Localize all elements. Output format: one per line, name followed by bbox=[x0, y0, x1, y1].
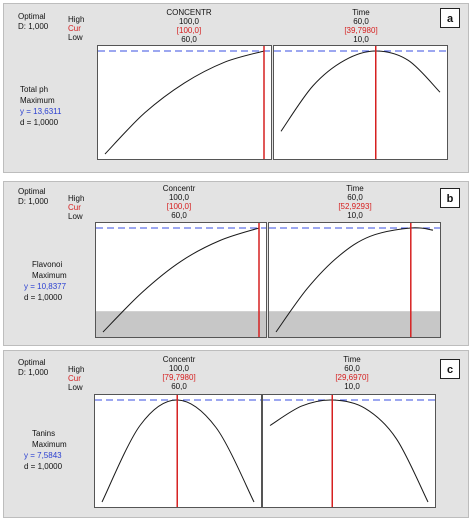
overall-desirability: D: 1,000 bbox=[18, 197, 49, 206]
response-curve bbox=[102, 227, 260, 333]
factor-current: [39,7980] bbox=[344, 26, 378, 35]
factor-name: Concentr bbox=[162, 355, 196, 364]
factor-high: 100,0 bbox=[168, 193, 190, 202]
individual-desirability: d = 1,0000 bbox=[24, 293, 63, 302]
predicted-response: y = 10,8377 bbox=[24, 282, 67, 291]
cur-label: Cur bbox=[68, 374, 81, 383]
response-name: Tanins bbox=[32, 429, 56, 438]
high-label: High bbox=[68, 365, 85, 374]
plot-frame bbox=[97, 45, 272, 160]
optimal-label: Optimal bbox=[18, 358, 46, 367]
response-curve bbox=[280, 50, 441, 132]
panel-badge: c bbox=[440, 359, 460, 379]
factor-low: 60,0 bbox=[171, 211, 187, 220]
plot-total-ph-concentr bbox=[97, 45, 272, 160]
plot-flavonoi-time bbox=[268, 222, 441, 338]
response-goal: Maximum bbox=[20, 96, 55, 105]
factor-name: CONCENTR bbox=[166, 8, 212, 17]
panel-badge: b bbox=[440, 188, 460, 208]
response-name: Total ph bbox=[20, 85, 49, 94]
high-label: High bbox=[68, 15, 85, 24]
response-goal: Maximum bbox=[32, 440, 67, 449]
factor-low: 60,0 bbox=[171, 382, 187, 391]
low-label: Low bbox=[68, 33, 83, 42]
factor-current: [29,6970] bbox=[335, 373, 369, 382]
response-curve bbox=[269, 399, 429, 503]
cur-label: Cur bbox=[68, 203, 81, 212]
optimal-label: Optimal bbox=[18, 12, 46, 21]
low-label: Low bbox=[68, 212, 83, 221]
high-label: High bbox=[68, 194, 85, 203]
response-curve bbox=[104, 50, 265, 155]
factor-name: Time bbox=[343, 355, 361, 364]
shaded-region bbox=[269, 311, 440, 337]
low-label: Low bbox=[68, 383, 83, 392]
factor-low: 60,0 bbox=[181, 35, 197, 44]
factor-high: 60,0 bbox=[347, 193, 363, 202]
plot-tanins-concentr bbox=[94, 394, 262, 508]
factor-high: 100,0 bbox=[178, 17, 200, 26]
factor-low: 10,0 bbox=[344, 382, 360, 391]
response-name: Flavonoi bbox=[32, 260, 63, 269]
factor-high: 60,0 bbox=[344, 364, 360, 373]
plot-frame bbox=[262, 394, 436, 508]
factor-current: [79,7980] bbox=[162, 373, 196, 382]
factor-high: 60,0 bbox=[353, 17, 369, 26]
predicted-response: y = 13,6311 bbox=[20, 107, 62, 116]
plot-total-ph-time bbox=[273, 45, 448, 160]
response-goal: Maximum bbox=[32, 271, 67, 280]
panel-badge: a bbox=[440, 8, 460, 28]
factor-name: Time bbox=[346, 184, 364, 193]
factor-low: 10,0 bbox=[347, 211, 363, 220]
factor-name: Time bbox=[352, 8, 370, 17]
plot-frame bbox=[94, 394, 262, 508]
factor-current: [100,0] bbox=[166, 202, 192, 211]
individual-desirability: d = 1,0000 bbox=[24, 462, 63, 471]
overall-desirability: D: 1,000 bbox=[18, 22, 49, 31]
factor-high: 100,0 bbox=[168, 364, 190, 373]
factor-current: [100,0] bbox=[176, 26, 202, 35]
optimal-label: Optimal bbox=[18, 187, 46, 196]
cur-label: Cur bbox=[68, 24, 81, 33]
factor-low: 10,0 bbox=[353, 35, 369, 44]
individual-desirability: d = 1,0000 bbox=[20, 118, 59, 127]
shaded-region bbox=[96, 311, 266, 337]
overall-desirability: D: 1,000 bbox=[18, 368, 49, 377]
plot-tanins-time bbox=[262, 394, 436, 508]
plot-flavonoi-concentr bbox=[95, 222, 267, 338]
factor-name: Concentr bbox=[162, 184, 196, 193]
plot-frame bbox=[273, 45, 448, 160]
predicted-response: y = 7,5843 bbox=[24, 451, 62, 460]
factor-current: [52,9293] bbox=[338, 202, 372, 211]
response-curve bbox=[275, 227, 434, 333]
